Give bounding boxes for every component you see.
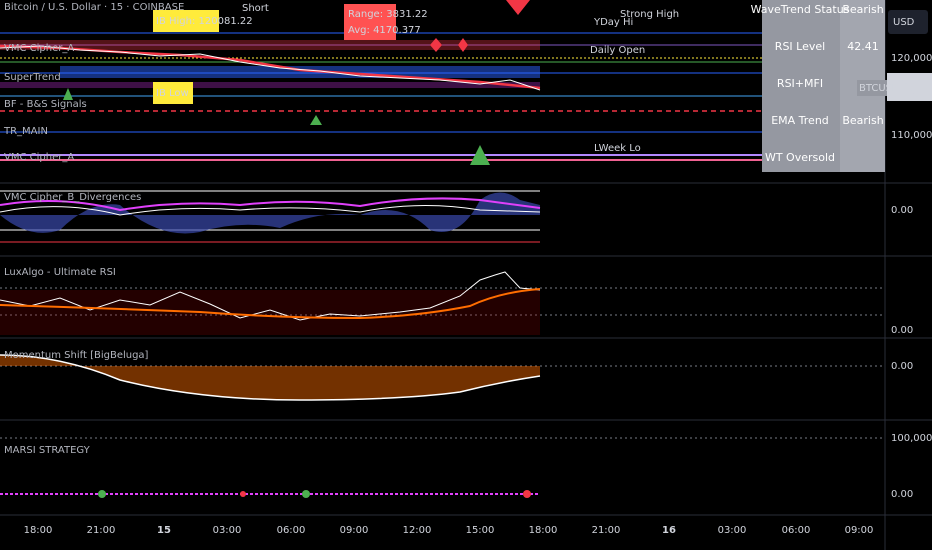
momentum-line — [0, 354, 541, 401]
marsi-pane — [0, 437, 885, 498]
annotation: YDay Hi — [593, 17, 633, 28]
time-label: 03:00 — [718, 525, 747, 536]
indicator-label: LuxAlgo - Ultimate RSI — [4, 267, 116, 278]
sell-marker — [506, 0, 530, 15]
price-line — [0, 45, 541, 91]
time-label: 16 — [662, 525, 676, 536]
time-label: 06:00 — [782, 525, 811, 536]
table-label: EMA Trend — [771, 114, 829, 127]
table-label: WT Oversold — [765, 151, 835, 164]
annotation: LWeek Lo — [594, 143, 641, 154]
time-label: 15:00 — [466, 525, 495, 536]
marsi-dot — [98, 490, 106, 498]
indicator-label: VMC Cipher_A — [4, 43, 74, 54]
momentum-fill — [0, 355, 540, 400]
annotation: Avg: 4170.377 — [348, 25, 421, 36]
table-label: WaveTrend Status — [751, 3, 850, 16]
vmc-pane — [0, 190, 541, 243]
last-price-tag — [887, 73, 932, 101]
annotation: Short — [242, 3, 269, 14]
pane-axis-label: 0.00 — [891, 361, 913, 372]
time-label: 06:00 — [277, 525, 306, 536]
pane-axis-label: 0.00 — [891, 205, 913, 216]
indicator-label: TR_MAIN — [3, 126, 48, 137]
indicator-label: BF - B&S Signals — [4, 99, 87, 110]
sell-marker — [430, 38, 442, 52]
last-price: 116,342.88 — [889, 76, 932, 87]
vmc-mf — [0, 197, 541, 212]
symbol-tag: BTCUSD — [859, 83, 900, 94]
time-label: 09:00 — [340, 525, 369, 536]
rsi-signal — [0, 288, 541, 320]
time-label: 18:00 — [529, 525, 558, 536]
indicator-label: MARSI STRATEGY — [4, 445, 91, 456]
rsi-line — [0, 271, 541, 321]
table-label: RSI+MFI — [777, 77, 823, 90]
time-label: 21:00 — [592, 525, 621, 536]
pane-axis-label: 0.00 — [891, 325, 913, 336]
indicator-label: VMC Cipher_A — [4, 152, 74, 163]
vmc-wave — [0, 192, 540, 234]
zone — [60, 66, 540, 78]
annotation: IB Low — [156, 88, 189, 99]
indicator-label: VMC Cipher_B_Divergences — [4, 192, 141, 203]
rsi-pane — [0, 271, 885, 335]
table-value: 42.41 — [847, 40, 879, 53]
countdown: 13:23 — [893, 89, 922, 100]
annotation: Daily Open — [590, 45, 645, 56]
table-value: Bearish — [842, 3, 883, 16]
buy-marker — [63, 88, 73, 100]
range-box — [344, 4, 396, 40]
table-label: RSI Level — [775, 40, 825, 53]
vmc-line — [0, 204, 541, 216]
time-label: 09:00 — [845, 525, 874, 536]
annotation: Range: 3831.22 — [348, 9, 428, 20]
time-label: 21:00 — [87, 525, 116, 536]
buy-marker — [310, 115, 322, 125]
time-label: 12:00 — [403, 525, 432, 536]
marsi-dot — [240, 491, 246, 497]
time-label: 18:00 — [24, 525, 53, 536]
ib-high-box — [153, 10, 219, 32]
pane-axis-label: 0.00 — [891, 489, 913, 500]
table-value: Bearish — [842, 114, 883, 127]
symbol-tag-bg — [857, 80, 887, 96]
buy-marker — [470, 145, 490, 165]
pane-axis-label: 100,000.00 — [891, 433, 932, 444]
annotation: Strong High — [620, 9, 679, 20]
ib-low-box — [153, 82, 193, 104]
momentum-pane — [0, 354, 885, 401]
main-levels — [0, 0, 932, 172]
zone — [0, 40, 540, 50]
currency-button — [888, 10, 928, 34]
marsi-dot — [302, 490, 310, 498]
zone — [0, 82, 540, 88]
time-label: 03:00 — [213, 525, 242, 536]
indicator-label: Momentum Shift [BigBeluga] — [4, 350, 149, 361]
annotation: IB High: 120081.22 — [156, 16, 253, 27]
sell-marker — [458, 38, 468, 52]
marsi-dot — [523, 490, 531, 498]
symbol-title: Bitcoin / U.S. Dollar · 15 · COINBASE — [4, 2, 184, 13]
time-label: 15 — [157, 525, 171, 536]
price-label: 110,000.00 — [891, 130, 932, 141]
rsi-fill — [0, 290, 540, 335]
price-label: 120,000.00 — [891, 53, 932, 64]
currency: USD — [893, 17, 915, 28]
indicator-label: SuperTrend — [4, 72, 61, 83]
